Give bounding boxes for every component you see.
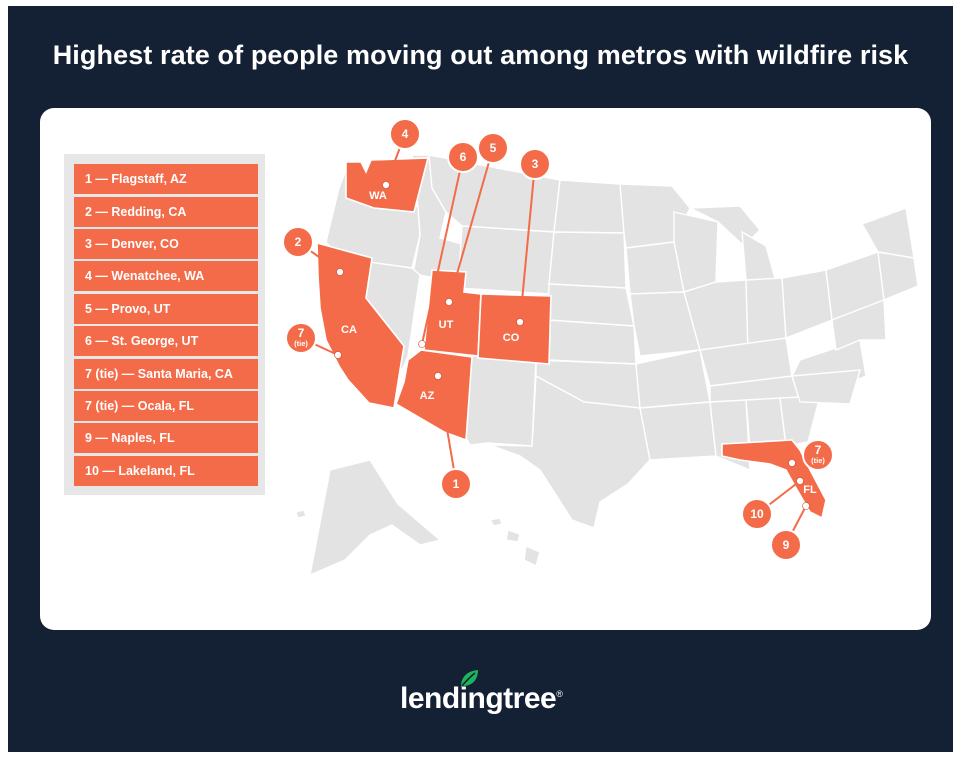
svg-text:7: 7: [815, 443, 822, 457]
city-dot-wenatchee: [382, 181, 390, 189]
state-label-ca: CA: [341, 324, 357, 336]
rank-markers: 4 2 6 5 3 7(tie) 1 7(tie) 10 9: [282, 118, 834, 561]
rank-marker-1: 1: [440, 468, 472, 500]
city-dot-ocala: [788, 459, 796, 467]
logo-registered-mark: ®: [556, 689, 563, 699]
city-dot-naples: [802, 502, 810, 510]
svg-text:7: 7: [298, 326, 305, 340]
svg-text:(tie): (tie): [811, 456, 825, 465]
city-dot-lakeland: [796, 477, 804, 485]
svg-text:9: 9: [783, 538, 790, 552]
lendingtree-logo: lendingtree®: [400, 682, 563, 722]
city-dot-denver: [516, 318, 524, 326]
city-dot-redding: [336, 268, 344, 276]
state-az: [395, 349, 473, 442]
rank-marker-6: 6: [447, 141, 479, 173]
svg-text:3: 3: [532, 157, 539, 171]
base-states: [295, 154, 919, 577]
ranking-item-5: 5 — Provo, UT: [74, 294, 258, 324]
rank-marker-10: 10: [741, 498, 773, 530]
ranking-item-1: 1 — Flagstaff, AZ: [74, 164, 258, 194]
ranking-item-10: 10 — Lakeland, FL: [74, 456, 258, 486]
state-labels: WA CA UT CO AZ FL: [341, 190, 817, 496]
ranking-item-4: 4 — Wenatchee, WA: [74, 261, 258, 291]
rank-marker-2: 2: [282, 226, 314, 258]
state-label-wa: WA: [369, 190, 387, 202]
state-co: [477, 293, 552, 365]
ranking-item-2: 2 — Redding, CA: [74, 197, 258, 227]
city-dot-provo: [445, 298, 453, 306]
rank-marker-7-ca: 7(tie): [285, 322, 317, 354]
state-label-az: AZ: [420, 390, 435, 402]
page-title: Highest rate of people moving out among …: [52, 40, 909, 70]
ranking-item-6: 6 — St. George, UT: [74, 326, 258, 356]
svg-text:10: 10: [750, 507, 764, 521]
rank-marker-7-fl: 7(tie): [802, 439, 834, 471]
city-dot-st-george: [418, 340, 426, 348]
state-label-fl: FL: [803, 484, 817, 496]
rank-marker-5: 5: [477, 132, 509, 164]
city-dot-santa-maria: [334, 351, 342, 359]
state-ca: [316, 241, 405, 409]
rank-marker-9: 9: [770, 529, 802, 561]
logo-text: lendingtree: [400, 682, 557, 715]
svg-text:2: 2: [295, 235, 302, 249]
state-label-ut: UT: [439, 319, 454, 331]
ranking-item-3: 3 — Denver, CO: [74, 229, 258, 259]
svg-text:4: 4: [402, 127, 409, 141]
ranking-item-9: 9 — Naples, FL: [74, 423, 258, 453]
svg-text:1: 1: [453, 477, 460, 491]
city-dots: [334, 181, 810, 510]
svg-text:6: 6: [460, 150, 467, 164]
svg-text:(tie): (tie): [294, 339, 308, 348]
svg-text:5: 5: [490, 141, 497, 155]
city-dot-flagstaff: [434, 372, 442, 380]
rank-marker-4: 4: [389, 118, 421, 150]
ranking-item-7b: 7 (tie) — Ocala, FL: [74, 391, 258, 421]
ranking-item-7a: 7 (tie) — Santa Maria, CA: [74, 359, 258, 389]
state-label-co: CO: [503, 332, 520, 344]
leaf-icon: [461, 670, 478, 687]
rank-marker-3: 3: [519, 148, 551, 180]
